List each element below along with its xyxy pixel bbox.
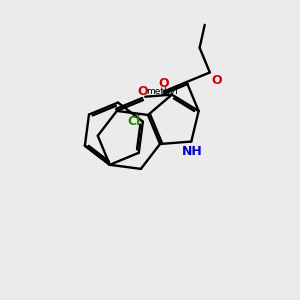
Text: methyl: methyl — [146, 87, 178, 96]
Text: O: O — [158, 76, 169, 90]
Text: O: O — [212, 74, 223, 87]
Text: Cl: Cl — [128, 115, 141, 128]
Text: O: O — [138, 85, 148, 98]
Text: NH: NH — [182, 145, 203, 158]
